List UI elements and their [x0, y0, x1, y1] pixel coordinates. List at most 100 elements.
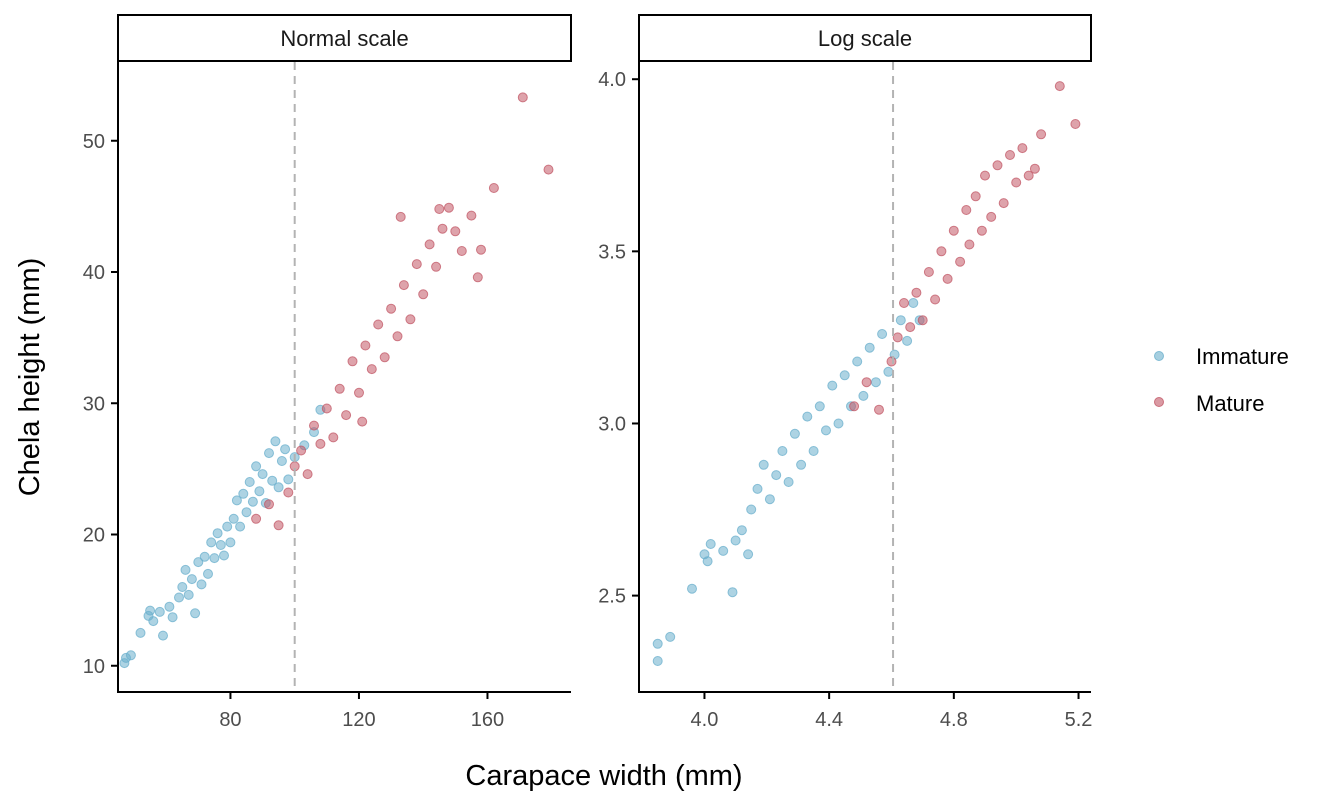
points-normal-scale [119, 92, 554, 669]
point-mature [1054, 81, 1065, 92]
point-immature [705, 539, 716, 549]
point-mature [443, 202, 454, 213]
y-tick-label: 40 [83, 262, 105, 284]
point-immature [821, 425, 831, 436]
legend-key-immature [1154, 351, 1164, 361]
point-mature [341, 410, 352, 421]
point-immature [203, 568, 213, 579]
point-mature [466, 210, 477, 221]
point-immature [839, 370, 850, 381]
point-mature [347, 356, 358, 367]
point-mature [360, 340, 371, 351]
point-mature [334, 383, 345, 394]
point-mature [861, 377, 872, 388]
point-mature [961, 205, 972, 215]
point-immature [687, 583, 697, 594]
point-immature [241, 507, 252, 518]
point-mature [948, 225, 959, 236]
point-immature [212, 528, 223, 539]
point-immature [235, 521, 246, 532]
point-immature [730, 535, 741, 546]
x-tick-label: 80 [219, 709, 241, 731]
point-mature [986, 211, 997, 222]
point-mature [992, 160, 1003, 171]
y-tick-label: 2.5 [598, 586, 626, 608]
point-mature [1017, 143, 1028, 154]
point-immature [902, 335, 913, 346]
y-tick-label: 20 [83, 525, 105, 547]
point-mature [434, 204, 445, 214]
point-mature [450, 226, 461, 237]
point-mature [955, 256, 966, 267]
point-immature [852, 356, 863, 367]
point-mature [942, 273, 953, 284]
strip-log-scale [638, 14, 1092, 62]
point-immature [883, 366, 894, 377]
point-immature [180, 564, 191, 575]
point-immature [789, 428, 800, 439]
point-immature [665, 631, 676, 642]
point-immature [895, 315, 906, 326]
point-mature [321, 403, 332, 414]
point-immature [758, 459, 769, 470]
y-tick-label: 3.5 [598, 241, 626, 263]
point-immature [827, 380, 838, 391]
y-tick-label: 30 [83, 393, 105, 415]
x-ticks-log-scale: 4.0 4.4 4.8 5.2 [691, 692, 1092, 731]
points-log-scale [652, 81, 1081, 666]
point-mature [354, 387, 364, 398]
point-immature [186, 574, 197, 585]
point-mature [1005, 150, 1015, 160]
point-immature [718, 545, 729, 556]
point-mature [418, 289, 429, 300]
point-mature [431, 261, 442, 272]
y-tick-label: 50 [83, 131, 105, 153]
point-immature [154, 606, 165, 617]
point-immature [858, 390, 869, 401]
point-mature [366, 364, 377, 375]
point-mature [976, 225, 987, 236]
point-immature [215, 540, 226, 550]
point-mature [488, 183, 499, 193]
point-mature [437, 223, 448, 234]
point-mature [936, 246, 947, 257]
point-immature [736, 525, 747, 536]
point-mature [911, 287, 922, 298]
point-immature [209, 553, 220, 564]
point-immature [808, 446, 819, 456]
point-immature [244, 477, 255, 487]
point-mature [373, 319, 384, 330]
y-tick-label: 10 [83, 656, 105, 678]
point-mature [905, 322, 916, 333]
point-mature [424, 239, 435, 250]
point-immature [777, 446, 788, 456]
point-mature [264, 499, 274, 510]
point-mature [923, 267, 934, 277]
point-immature [257, 469, 268, 480]
point-mature [411, 259, 422, 270]
point-mature [472, 272, 483, 283]
point-mature [517, 92, 528, 103]
point-immature [164, 601, 175, 612]
x-tick-label: 4.0 [691, 709, 719, 731]
point-immature [135, 627, 146, 638]
x-tick-label: 4.4 [815, 709, 843, 731]
point-immature [254, 486, 265, 497]
point-mature [302, 469, 313, 480]
x-tick-label: 120 [342, 709, 375, 731]
point-immature [283, 474, 294, 485]
x-ticks-normal-scale: 80 120 160 [219, 692, 504, 731]
point-immature [796, 459, 807, 470]
y-ticks-normal-scale: 10 20 30 40 50 [83, 131, 118, 678]
point-mature [283, 487, 294, 498]
x-axis-title: Carapace width (mm) [465, 760, 742, 792]
point-immature [183, 589, 194, 600]
legend-label-mature: Mature [1196, 391, 1264, 416]
panel-log-scale: Log scale 4.0 4.4 4.8 5.2 2.5 3.0 3.5 4.0 [598, 14, 1092, 731]
point-immature [276, 456, 287, 466]
y-tick-label: 3.0 [598, 413, 626, 435]
point-immature [746, 504, 757, 515]
point-mature [1070, 119, 1081, 129]
panel-normal-scale: Normal scale 80 120 160 10 20 30 40 50 [83, 14, 572, 731]
point-immature [270, 436, 281, 447]
